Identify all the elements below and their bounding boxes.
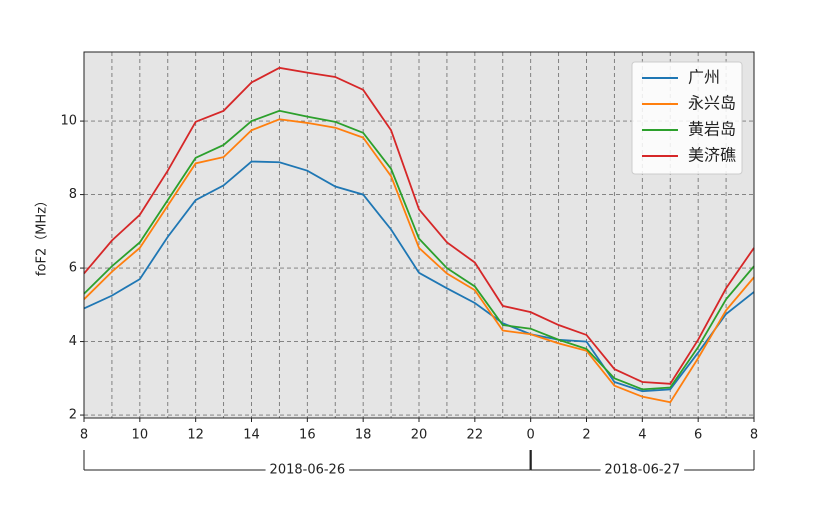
x-tick-label: 22 (467, 428, 484, 443)
date-label-bg (265, 462, 350, 478)
y-tick-label: 2 (69, 408, 77, 423)
legend-text: 广州 (688, 68, 720, 87)
legend-text: 美济礁 (688, 146, 736, 165)
x-tick-label: 4 (638, 428, 646, 443)
x-tick-label: 2 (582, 428, 590, 443)
x-tick-label: 10 (132, 428, 149, 443)
date-label: 2018-06-27 (605, 463, 681, 478)
y-axis-label: foF2（MHz） (35, 194, 50, 276)
x-tick-label: 18 (355, 428, 372, 443)
legend-box (631, 61, 743, 175)
y-tick-label: 8 (69, 187, 77, 202)
legend-text: 黄岩岛 (688, 120, 736, 139)
series-line (83, 109, 755, 391)
series-line (83, 118, 755, 404)
date-label-bg (600, 462, 685, 478)
x-tick-label: 20 (411, 428, 428, 443)
date-label: 2018-06-26 (270, 463, 346, 478)
x-tick-label: 6 (694, 428, 702, 443)
x-tick-label: 16 (299, 428, 316, 443)
x-tick-label: 8 (80, 428, 88, 443)
legend-text: 永兴岛 (688, 94, 736, 113)
x-tick-label: 8 (750, 428, 758, 443)
y-tick-label: 4 (69, 334, 77, 349)
y-tick-label: 6 (69, 261, 77, 276)
series-line (83, 66, 755, 385)
x-tick-label: 0 (527, 428, 535, 443)
x-tick-label: 14 (243, 428, 260, 443)
y-tick-label: 10 (60, 114, 77, 129)
series-line (83, 160, 755, 393)
x-tick-label: 12 (187, 428, 204, 443)
